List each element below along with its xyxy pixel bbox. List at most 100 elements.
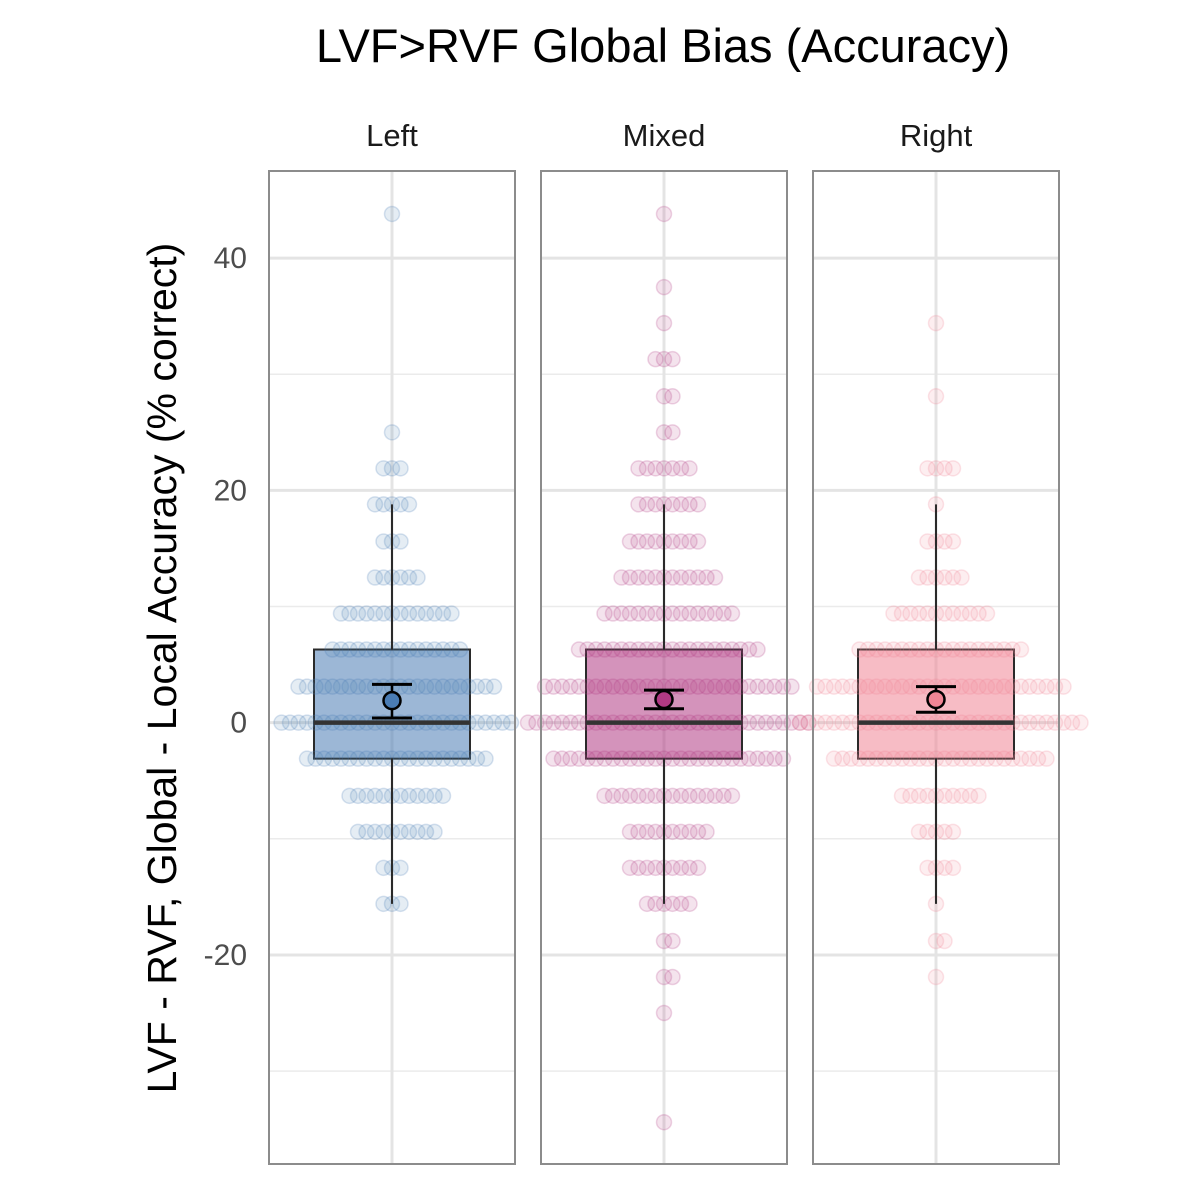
data-point	[817, 678, 834, 695]
data-point	[698, 569, 715, 586]
data-point	[723, 678, 741, 695]
data-point	[621, 569, 639, 586]
data-point	[664, 388, 681, 405]
data-point	[1029, 750, 1047, 767]
data-point	[341, 641, 358, 658]
data-point	[681, 823, 698, 841]
data-point	[1021, 750, 1038, 767]
data-point	[630, 787, 647, 805]
data-point	[392, 895, 409, 913]
data-point	[944, 859, 962, 877]
data-point	[579, 750, 596, 767]
data-point	[689, 605, 707, 622]
data-point	[434, 678, 452, 695]
data-point	[715, 787, 732, 805]
data-point	[562, 714, 579, 731]
data-point	[706, 750, 724, 767]
data-point	[944, 787, 962, 805]
data-point	[587, 678, 605, 695]
data-point	[876, 641, 894, 658]
data-point	[383, 424, 401, 441]
data-point	[375, 859, 392, 877]
data-point	[893, 641, 911, 658]
data-point	[1029, 678, 1047, 695]
data-point	[553, 750, 571, 767]
data-point	[468, 678, 486, 695]
data-point	[919, 460, 936, 477]
data-point	[621, 787, 639, 805]
data-point	[817, 714, 834, 731]
data-point	[664, 932, 681, 950]
data-point	[927, 388, 945, 405]
data-point	[375, 895, 392, 913]
data-point	[995, 750, 1013, 767]
data-point	[706, 787, 724, 805]
data-point	[723, 750, 741, 767]
data-point	[944, 750, 962, 767]
data-point	[655, 278, 673, 296]
data-point	[749, 641, 766, 658]
data-point	[562, 750, 579, 767]
mean-point	[382, 690, 402, 711]
data-point	[655, 460, 673, 477]
facet-label: Left	[366, 118, 418, 153]
data-point	[409, 750, 426, 767]
data-point	[944, 569, 962, 586]
data-point	[766, 714, 783, 731]
data-point	[698, 678, 715, 695]
data-point	[757, 750, 775, 767]
data-point	[443, 750, 460, 767]
facet-panel-mixed: Mixed	[519, 118, 817, 1165]
data-point	[545, 678, 562, 695]
data-point	[426, 678, 443, 695]
data-point	[681, 605, 698, 622]
data-point	[893, 678, 911, 695]
data-point	[545, 714, 562, 731]
data-point	[647, 350, 664, 368]
data-point	[715, 750, 732, 767]
data-point	[341, 605, 358, 622]
data-point	[706, 641, 724, 658]
data-point	[621, 533, 639, 550]
data-point	[859, 641, 877, 658]
data-point	[825, 714, 843, 731]
data-point	[596, 787, 613, 805]
data-point	[383, 460, 401, 477]
data-point	[902, 605, 919, 622]
data-point	[341, 678, 358, 695]
data-point	[426, 787, 443, 805]
data-point	[630, 859, 647, 877]
data-point	[995, 641, 1013, 658]
data-point	[961, 787, 979, 805]
data-point	[400, 605, 418, 622]
data-point	[604, 750, 622, 767]
data-point	[417, 823, 435, 841]
data-point	[842, 678, 860, 695]
y-tick-label: 20	[214, 474, 247, 507]
data-point	[868, 678, 885, 695]
data-point	[400, 787, 418, 805]
data-point	[630, 533, 647, 550]
data-point	[358, 787, 375, 805]
data-point	[366, 750, 384, 767]
data-point	[672, 496, 690, 513]
data-point	[672, 787, 690, 805]
data-point	[774, 750, 792, 767]
data-point	[961, 605, 979, 622]
data-point	[451, 750, 469, 767]
data-point	[953, 750, 970, 767]
data-point	[1012, 750, 1030, 767]
data-point	[630, 641, 647, 658]
facet-label: Mixed	[623, 118, 706, 153]
data-point	[349, 750, 367, 767]
data-point	[970, 750, 987, 767]
data-point	[876, 750, 894, 767]
data-point	[961, 678, 979, 695]
data-point	[944, 460, 962, 477]
data-point	[740, 750, 758, 767]
data-point	[689, 678, 707, 695]
data-point	[579, 678, 596, 695]
data-point	[978, 750, 996, 767]
data-point	[630, 823, 647, 841]
data-point	[927, 460, 945, 477]
